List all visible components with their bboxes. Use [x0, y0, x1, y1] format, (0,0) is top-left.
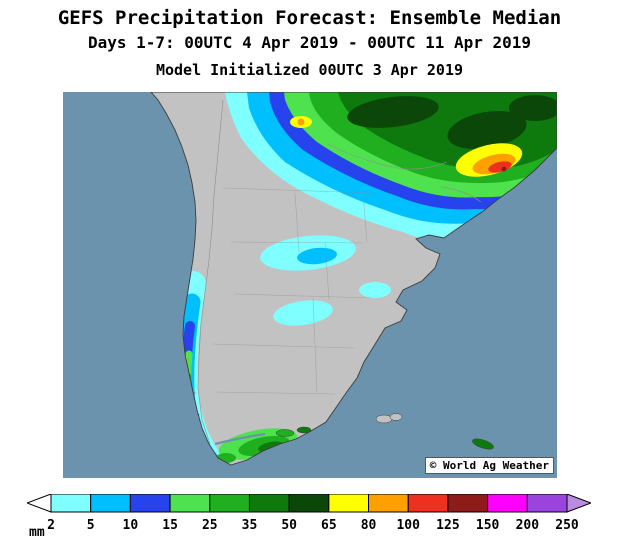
forecast-period-subtitle: Days 1-7: 00UTC 4 Apr 2019 - 00UTC 11 Ap… [87, 33, 532, 52]
colorbar-segment [328, 493, 370, 513]
colorbar-unit-label: mm [29, 525, 45, 540]
colorbar-legend: 2 5 10 15 25 35 50 65 80 100 125 150 200 250 mm [25, 493, 593, 542]
colorbar-tick: 80 [361, 518, 377, 533]
colorbar-segment [248, 493, 290, 513]
islands [275, 413, 494, 450]
colorbar-tick: 25 [202, 518, 218, 533]
precipitation-map: © World Ag Weather [63, 91, 558, 478]
colorbar-segment [169, 493, 211, 513]
colorbar-segment [50, 493, 92, 513]
colorbar-tick: 5 [87, 518, 95, 533]
colorbar-tick: 35 [242, 518, 258, 533]
colorbar-tick: 125 [436, 518, 459, 533]
colorbar-tick: 100 [396, 518, 420, 533]
colorbar-tick: 10 [123, 518, 139, 533]
colorbar-segment [368, 493, 409, 513]
colorbar-segment [129, 493, 171, 513]
colorbar-tick: 15 [162, 518, 178, 533]
colorbar-segment [487, 493, 528, 513]
colorbar-segment [526, 493, 568, 513]
colorbar-tick: 2 [47, 518, 55, 533]
colorbar-left-arrow [25, 493, 52, 513]
colorbar-tick: 65 [321, 518, 337, 533]
page-title: GEFS Precipitation Forecast: Ensemble Me… [57, 7, 562, 29]
province-borders [212, 187, 374, 395]
credit-badge: © World Ag Weather [424, 457, 554, 474]
colorbar-tick: 200 [516, 518, 540, 533]
colorbar-segment [90, 493, 131, 513]
map-svg [63, 91, 558, 478]
colorbar-tick: 150 [476, 518, 500, 533]
colorbar-segment [209, 493, 250, 513]
colorbar-tick: 50 [281, 518, 297, 533]
colorbar-segment [288, 493, 330, 513]
colorbar-tick: 250 [555, 518, 579, 533]
model-init-subtitle: Model Initialized 00UTC 3 Apr 2019 [155, 61, 464, 79]
colorbar-right-arrow [566, 493, 593, 513]
colorbar-segment [407, 493, 449, 513]
colorbar-segment [447, 493, 489, 513]
